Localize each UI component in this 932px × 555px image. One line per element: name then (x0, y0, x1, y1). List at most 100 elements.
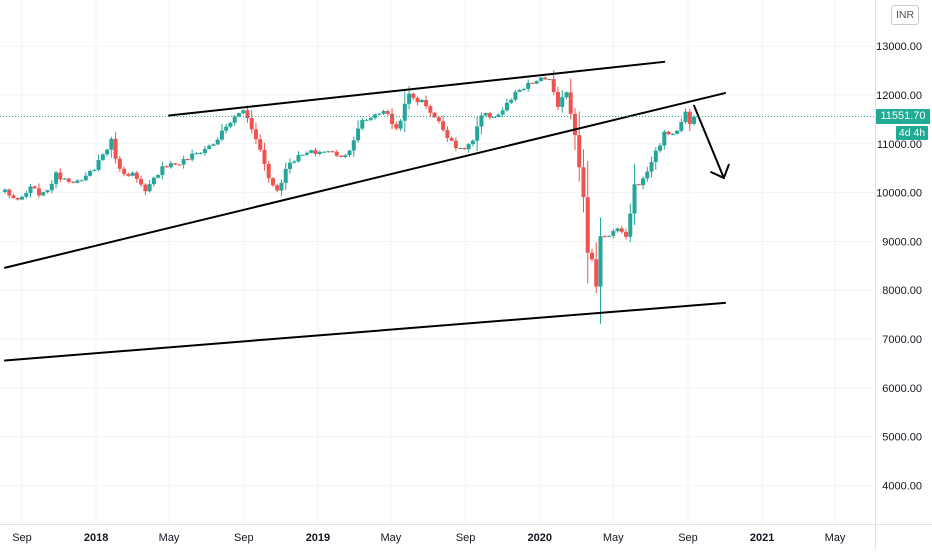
candle-down (619, 228, 624, 232)
candle-down (258, 139, 263, 150)
candle-down (424, 100, 429, 107)
candle-up (526, 82, 531, 89)
candle-up (62, 178, 67, 180)
candle-up (41, 192, 46, 196)
candle-down (7, 189, 12, 196)
candle-up (54, 172, 59, 184)
candle-up (675, 130, 680, 134)
candle-down (436, 117, 441, 122)
candle-up (398, 120, 403, 129)
candle-down (589, 252, 594, 260)
candle-down (624, 231, 629, 237)
candle-up (296, 155, 301, 162)
candle-up (283, 168, 288, 183)
candle-down (143, 184, 148, 192)
candle-up (322, 151, 327, 153)
candle-down (262, 149, 267, 164)
price-tick-label: 5000.00 (882, 432, 922, 444)
candle-down (173, 163, 178, 165)
candle-down (275, 185, 280, 191)
candle-up (653, 150, 658, 163)
candle-up (211, 144, 216, 146)
bar-countdown-badge: 4d 4h (896, 126, 928, 140)
candle-down (441, 121, 446, 131)
candle-up (500, 110, 505, 115)
candle-down (487, 113, 492, 118)
candle-up (509, 99, 514, 103)
candle-down (249, 118, 254, 130)
price-axis[interactable]: 13000.00 12000.00 11000.00 10000.00 9000.00 8… (876, 41, 922, 492)
price-tick-label: 8000.00 (882, 285, 922, 297)
candle-up (458, 148, 463, 150)
candle-down (15, 198, 20, 200)
candle-down (394, 124, 399, 129)
candle-up (645, 171, 650, 179)
candle-up (683, 111, 688, 123)
candle-up (92, 169, 97, 171)
time-tick-label: 2018 (84, 532, 108, 544)
candle-up (649, 162, 654, 172)
candle-up (241, 110, 246, 114)
candle-up (181, 159, 186, 165)
candle-up (317, 151, 322, 154)
grid-layer (0, 0, 875, 524)
middle-trend-line[interactable] (3, 92, 727, 269)
last-price-badge: 11551.70 (876, 109, 930, 124)
time-tick-label: Sep (12, 532, 32, 544)
down-arrow-head[interactable] (710, 163, 730, 179)
down-arrow-line[interactable] (693, 104, 725, 179)
upper-channel-line[interactable] (168, 60, 666, 117)
candle-up (147, 184, 152, 192)
candle-up (513, 91, 518, 100)
drawing-layer[interactable] (3, 60, 730, 362)
candle-up (560, 97, 565, 107)
price-tick-label: 10000.00 (876, 188, 922, 200)
candle-up (300, 154, 305, 156)
candle-down (585, 197, 590, 253)
candle-up (309, 150, 314, 153)
candle-up (219, 130, 224, 140)
candle-up (88, 170, 93, 176)
candle-down (581, 167, 586, 198)
candle-down (432, 112, 437, 118)
candle-down (58, 172, 63, 180)
time-tick-label: Sep (456, 532, 476, 544)
time-tick-label: 2019 (306, 532, 330, 544)
candle-up (156, 175, 161, 178)
candle-down (636, 184, 641, 186)
currency-button[interactable]: INR (891, 5, 919, 25)
candle-down (139, 178, 144, 185)
candle-down (428, 106, 433, 113)
candle-up (632, 184, 637, 214)
time-axis[interactable]: Sep 2018 May Sep 2019 May Sep 2020 May Sep 2021 May (12, 532, 846, 544)
candle-up (692, 116, 697, 124)
candle-up (232, 116, 237, 123)
candle-up (347, 150, 352, 156)
candle-up (492, 116, 497, 118)
candle-down (577, 135, 582, 168)
candle-up (628, 213, 633, 237)
candle-down (334, 151, 339, 156)
candle-up (287, 162, 292, 169)
candle-up (75, 180, 80, 183)
candle-down (602, 236, 607, 238)
candle-up (83, 175, 88, 181)
candle-down (543, 77, 548, 80)
candle-down (449, 137, 454, 141)
candle-up (504, 102, 509, 111)
time-tick-label: May (603, 532, 624, 544)
price-tick-label: 6000.00 (882, 383, 922, 395)
candle-down (134, 172, 139, 179)
price-tick-label: 12000.00 (876, 90, 922, 102)
candle-up (547, 79, 552, 81)
candle-up (679, 122, 684, 131)
candle-down (339, 155, 344, 157)
candle-down (411, 93, 416, 98)
candle-up (215, 139, 220, 145)
candle-up (279, 182, 284, 191)
candle-up (304, 152, 309, 155)
lower-trend-line[interactable] (3, 301, 727, 362)
candle-up (419, 100, 424, 103)
